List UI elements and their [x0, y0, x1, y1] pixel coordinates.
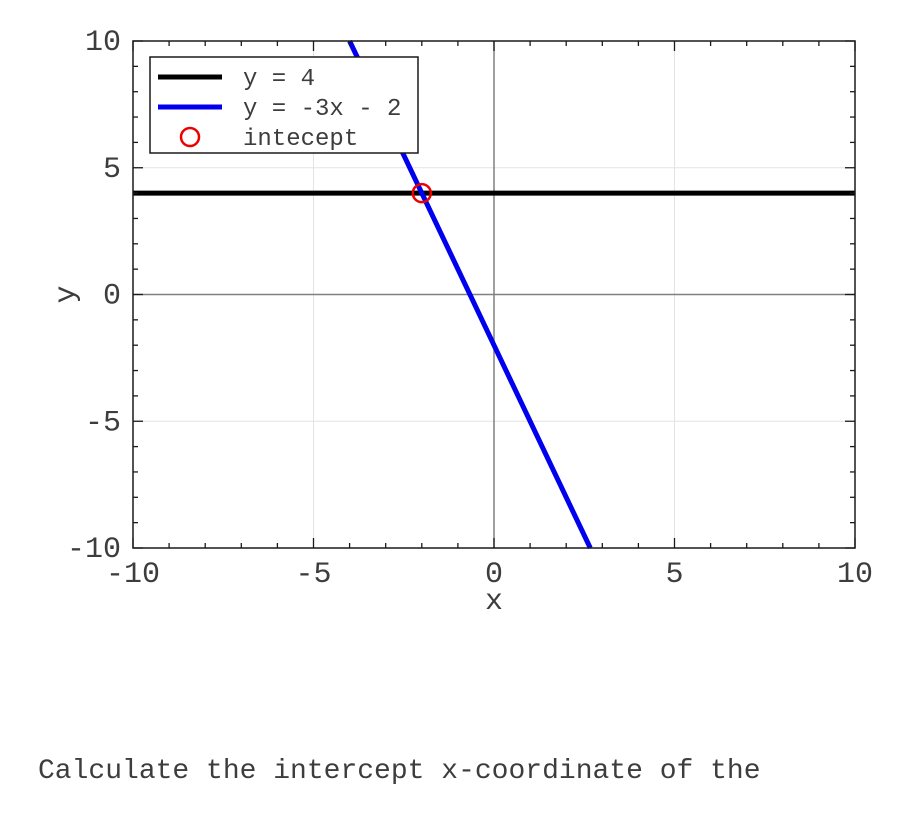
x-tick-label: -5 [295, 558, 331, 592]
y-axis-label: y [50, 285, 84, 303]
legend-label: y = 4 [243, 66, 315, 93]
y-tick-label: 0 [103, 280, 121, 314]
legend-circle-swatch [179, 126, 201, 148]
x-tick-label: -10 [106, 558, 160, 592]
y-tick-label: -10 [67, 533, 121, 567]
legend-label: intecept [243, 126, 358, 153]
question-line-1: Calculate the intercept x-coordinate of … [38, 756, 761, 787]
x-tick-label: 10 [837, 558, 873, 592]
y-tick-label: 10 [85, 26, 121, 60]
y-tick-label: 5 [103, 153, 121, 187]
intercept-marker [411, 182, 433, 204]
x-tick-label: 0 [485, 558, 503, 592]
x-tick-label: 5 [665, 558, 683, 592]
legend-label: y = -3x - 2 [243, 96, 401, 123]
y-tick-label: -5 [85, 406, 121, 440]
line-chart: -10 -5 0 5 10 -10 -5 0 5 10 x y y = 4 y = -3x - 2 inte… [50, 26, 873, 619]
x-axis-label: x [485, 585, 503, 619]
question-text: Calculate the intercept x-coordinate of … [38, 682, 761, 825]
